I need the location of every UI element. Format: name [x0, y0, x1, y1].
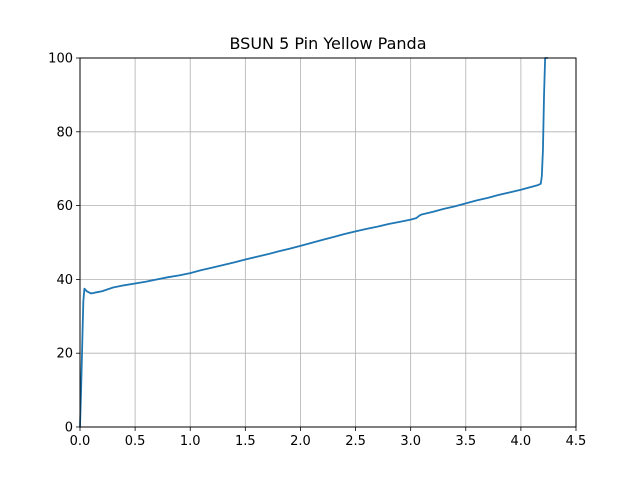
x-tick-label: 1.5 — [235, 434, 256, 449]
y-tick-label: 60 — [56, 199, 73, 214]
x-tick-label: 4.5 — [566, 434, 587, 449]
series-line — [79, 57, 549, 428]
y-tick-label: 0 — [65, 421, 73, 436]
y-tick-label: 100 — [48, 52, 73, 67]
x-tick-label: 1.0 — [180, 434, 201, 449]
x-tick-label: 0.0 — [70, 434, 91, 449]
plot-frame — [79, 57, 577, 428]
series-layer — [79, 57, 549, 428]
x-tick-label: 2.0 — [290, 434, 311, 449]
y-tick-label: 20 — [56, 347, 73, 362]
y-tick-label: 40 — [56, 273, 73, 288]
y-tick-label: 80 — [56, 125, 73, 140]
x-tick-label: 3.0 — [400, 434, 421, 449]
x-tick-label: 4.0 — [511, 434, 532, 449]
x-tick-label: 3.5 — [455, 434, 476, 449]
x-tick-label: 0.5 — [125, 434, 146, 449]
chart-title: BSUN 5 Pin Yellow Panda — [229, 34, 426, 53]
x-tick-label: 2.5 — [345, 434, 366, 449]
ticks: 0.0 0.5 1.0 1.5 2.0 2.5 3.0 3.5 4.0 4.5 0 20 40 60 80 1… — [48, 52, 586, 450]
